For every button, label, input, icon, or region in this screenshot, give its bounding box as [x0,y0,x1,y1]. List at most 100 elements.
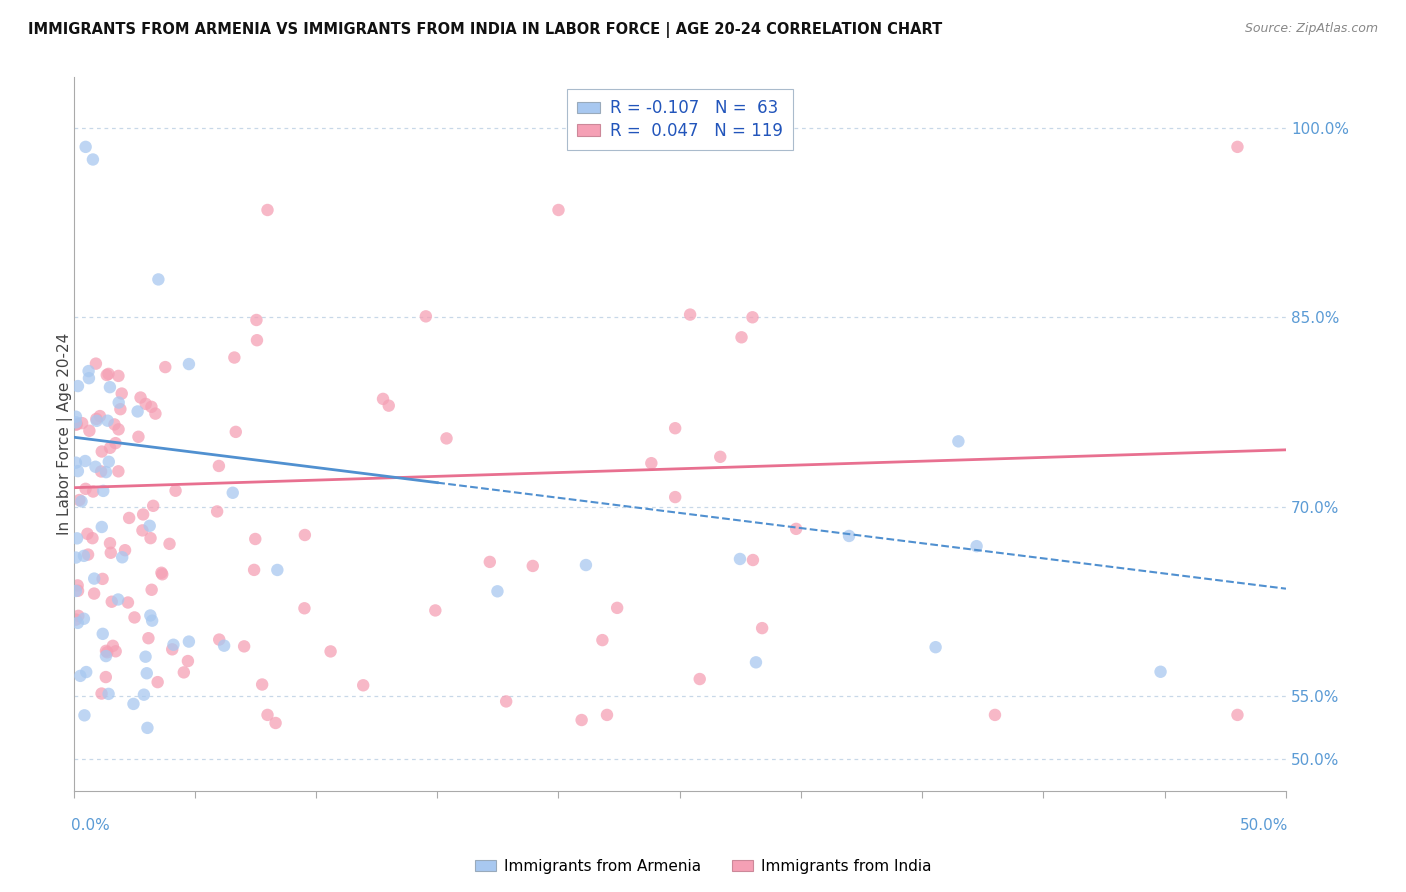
Point [75,140,97,154]
Point [94,644,117,658]
Point [730,330,752,344]
Point [139,531,162,545]
Point [145,407,167,421]
Point [742,553,765,567]
Point [97,455,120,469]
Point [94,670,117,684]
Point [256,202,278,217]
Point [76,526,98,541]
Point [82,484,104,499]
Point [107,368,129,383]
Point [160,642,183,657]
Point [250,677,273,691]
Point [111,550,134,565]
Point [90,520,112,534]
Point [135,649,157,664]
Point [377,399,399,413]
Point [571,713,593,727]
Point [82,153,104,167]
Point [86,414,108,428]
Point [664,421,686,435]
Point [77,371,100,385]
Point [256,707,278,722]
Point [177,357,200,371]
Point [65,584,87,599]
Point [495,694,517,708]
Point [96,368,118,382]
Point [132,688,155,702]
Point [94,649,117,664]
Point [65,613,87,627]
Point [90,687,112,701]
Point [90,465,112,479]
Point [77,548,100,562]
Point [352,678,374,692]
Point [606,600,628,615]
Point [838,529,860,543]
Point [129,391,152,405]
Point [69,669,91,683]
Point [575,558,598,572]
Point [225,425,247,439]
Point [141,614,163,628]
Point [97,367,120,381]
Point [100,546,122,560]
Point [66,417,89,432]
Point [150,566,173,580]
Point [132,508,155,522]
Point [98,536,121,550]
Point [436,431,458,445]
Point [751,621,773,635]
Point [86,412,108,426]
Point [100,595,122,609]
Point [246,333,269,347]
Point [70,494,93,508]
Point [73,708,96,723]
Point [127,404,149,418]
Point [103,417,125,432]
Point [96,645,118,659]
Point [66,464,89,478]
Point [522,558,544,573]
Point [91,572,114,586]
Point [67,493,90,508]
Point [124,610,146,624]
Point [117,595,139,609]
Point [177,654,200,668]
Point [131,524,153,538]
Point [165,483,187,498]
Point [1226,707,1249,722]
Point [212,639,235,653]
Point [162,638,184,652]
Point [1226,140,1249,154]
Point [591,633,613,648]
Point [118,511,141,525]
Point [84,357,107,371]
Point [135,666,157,681]
Point [205,504,228,518]
Point [75,665,97,679]
Point [138,518,160,533]
Point [122,697,145,711]
Point [73,612,96,626]
Point [101,639,124,653]
Point [75,454,97,468]
Legend: R = -0.107   N =  63, R =  0.047   N = 119: R = -0.107 N = 63, R = 0.047 N = 119 [567,89,793,150]
Point [148,272,170,286]
Point [66,578,89,592]
Point [486,584,509,599]
Point [425,603,447,617]
Point [65,550,87,565]
Point [208,632,231,647]
Point [177,634,200,648]
Point [709,450,731,464]
Point [70,416,93,430]
Point [371,392,394,406]
Text: Source: ZipAtlas.com: Source: ZipAtlas.com [1244,22,1378,36]
Point [65,409,87,424]
Point [245,313,267,327]
Point [97,687,120,701]
Point [664,490,686,504]
Point [97,414,120,428]
Point [91,627,114,641]
